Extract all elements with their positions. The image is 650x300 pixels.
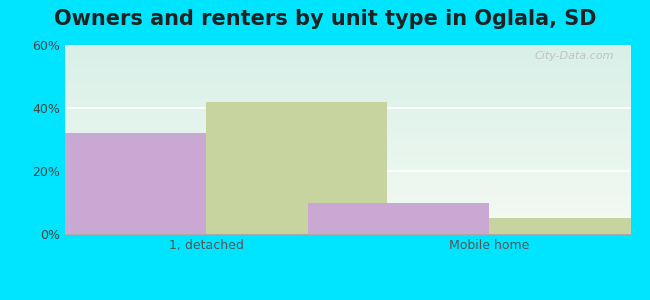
Bar <box>25 133 207 234</box>
Text: City-Data.com: City-Data.com <box>534 51 614 61</box>
Text: Owners and renters by unit type in Oglala, SD: Owners and renters by unit type in Oglal… <box>54 9 596 29</box>
Bar <box>207 102 387 234</box>
Bar <box>308 202 489 234</box>
Bar <box>489 218 650 234</box>
